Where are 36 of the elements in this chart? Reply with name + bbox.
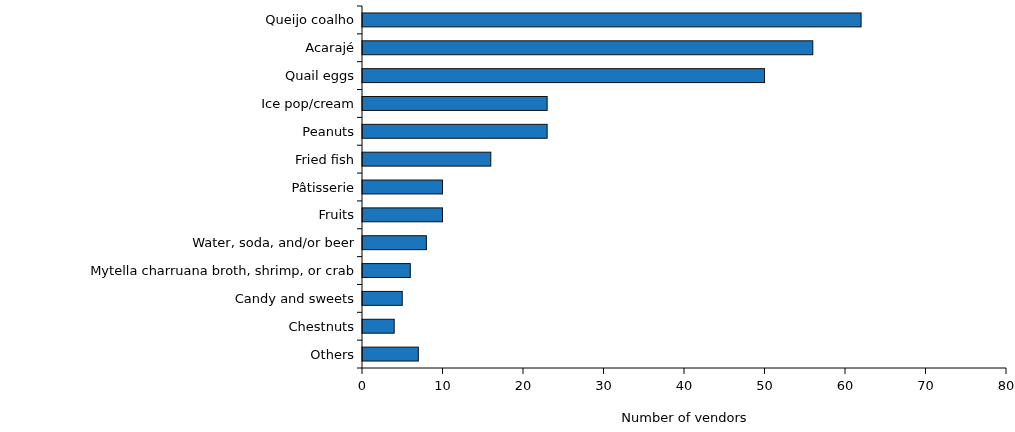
x-tick-label: 20 [514,378,532,393]
y-tick-label: Fruits [318,207,355,223]
y-tick-label: Chestnuts [288,318,355,334]
y-tick-label: Ice pop/cream [261,96,354,112]
x-tick-label: 30 [595,378,612,393]
bar [361,179,443,195]
bar [361,68,765,84]
bar [361,207,443,223]
y-tick-label: Pâtisserie [291,179,354,195]
bar [361,96,548,111]
y-tick-label: Quail eggs [284,68,355,84]
x-tick-label: 80 [997,378,1015,393]
bar [361,235,427,251]
x-axis-title: Number of vendors [621,410,747,425]
x-tick-label: 50 [756,378,773,393]
y-tick-label: Mytella charruana broth, shrimp, or crab [90,263,354,279]
bar [361,346,419,362]
bar [361,263,411,278]
y-tick-label: Fried fish [294,151,354,167]
y-tick-label: Water, soda, and/or beer [192,235,355,251]
bar [361,40,814,56]
bar [361,318,395,334]
bar [361,290,403,306]
y-tick-label: Peanuts [302,123,355,139]
x-tick-label: 60 [836,378,854,393]
y-tick-label: Candy and sweets [234,290,355,306]
bar [361,123,548,139]
x-tick-label: 10 [434,378,451,393]
x-tick-label: 70 [917,378,934,393]
y-tick-label: Others [310,346,355,362]
x-tick-label: 40 [675,378,693,393]
x-tick-label: 0 [357,378,367,393]
y-tick-label: Acarajé [305,40,354,56]
bar [361,12,862,28]
bar [361,151,492,167]
y-tick-label: Queijo coalho [265,12,355,28]
